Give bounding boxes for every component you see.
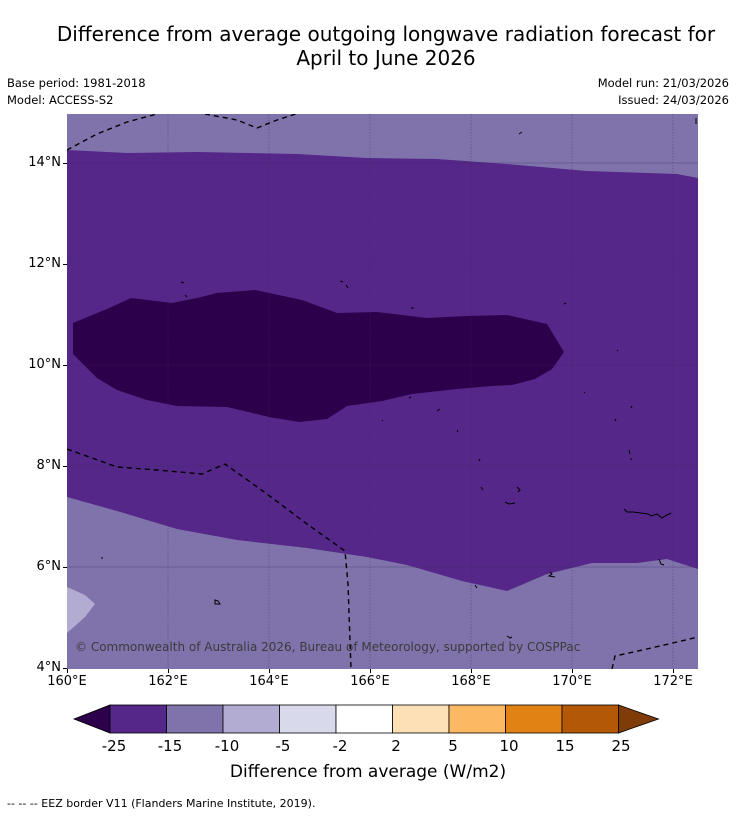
map-area: © Commonwealth of Australia 2026, Bureau… [67,114,698,669]
colorbar [72,704,660,734]
title-line-1: Difference from average outgoing longwav… [56,22,716,46]
colorbar-label: 2 [391,737,401,755]
colorbar-segment [448,704,506,734]
colorbar-extend-low [72,704,111,734]
colorbar-segment [109,704,167,734]
colorbar-extend-high [618,704,660,734]
lat-tick [63,163,67,164]
colorbar-segment [561,704,619,734]
colorbar-label: 15 [555,737,575,755]
chart-title: Difference from average outgoing longwav… [0,22,736,70]
lon-tick [67,669,68,673]
eez-legend: -- -- -- EEZ border V11 (Flanders Marine… [7,797,316,810]
lon-tick [370,669,371,673]
lat-label-10n: 10°N [28,357,61,372]
colorbar-segment [505,704,563,734]
lon-label-162e: 162°E [148,674,188,689]
lat-label-6n: 6°N [36,559,62,574]
lon-label-160e: 160°E [47,674,87,689]
region-minus5-to-minus10 [67,587,95,633]
copyright-notice: © Commonwealth of Australia 2026, Bureau… [75,640,581,654]
colorbar-segment [279,704,337,734]
lat-tick [63,567,67,568]
colorbar-label: 25 [611,737,631,755]
meta-left: Base period: 1981-2018 Model: ACCESS-S2 [7,75,146,109]
base-period: Base period: 1981-2018 [7,76,146,90]
model-name: Model: ACCESS-S2 [7,93,114,107]
issued-date: Issued: 24/03/2026 [618,93,729,107]
colorbar-label: -25 [101,737,127,755]
islands [101,118,697,639]
meta-right: Model run: 21/03/2026 Issued: 24/03/2026 [598,75,729,109]
lon-label-164e: 164°E [249,674,289,689]
colorbar-label: -10 [214,737,240,755]
colorbar-segment [392,704,450,734]
colorbar-label: 5 [448,737,458,755]
lon-label-172e: 172°E [653,674,693,689]
lat-label-8n: 8°N [36,458,62,473]
colorbar-segment [222,704,280,734]
colorbar-segments [72,704,660,734]
lat-label-12n: 12°N [28,256,61,271]
colorbar-label: -2 [332,737,348,755]
eez-borders [67,114,698,669]
colorbar-label: -5 [275,737,291,755]
lat-tick [63,264,67,265]
lat-label-14n: 14°N [28,155,61,170]
lon-tick [673,669,674,673]
colorbar-segment [335,704,393,734]
gridlines [67,114,698,669]
region-below-minus25 [73,290,564,422]
lon-label-168e: 168°E [451,674,491,689]
lon-tick [572,669,573,673]
colorbar-segment [166,704,224,734]
title-line-2: April to June 2026 [296,46,476,70]
lat-tick [63,668,67,669]
model-run: Model run: 21/03/2026 [597,76,729,90]
colorbar-label: -15 [157,737,183,755]
lon-tick [168,669,169,673]
lon-tick [269,669,270,673]
colorbar-label: 10 [499,737,519,755]
map-svg [67,114,698,669]
lat-tick [63,466,67,467]
lon-tick [471,669,472,673]
lon-label-166e: 166°E [350,674,390,689]
lat-tick [63,365,67,366]
colorbar-title: Difference from average (W/m2) [229,762,507,782]
lat-label-4n: 4°N [36,660,62,675]
lon-label-170e: 170°E [552,674,592,689]
